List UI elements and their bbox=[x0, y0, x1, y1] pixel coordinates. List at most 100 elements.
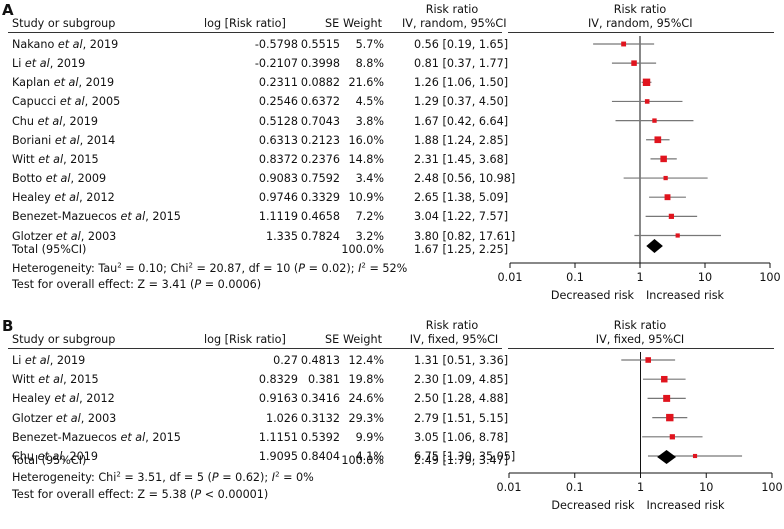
x-tick-label: 0.1 bbox=[566, 481, 584, 494]
cell-ci: 0.81 [0.37, 1.77] bbox=[414, 57, 509, 71]
study-name: Chu et al, 2019 bbox=[12, 450, 98, 463]
cell-ci: 6.75 [1.30, 35.05] bbox=[414, 450, 516, 463]
cell-weight: 9.9% bbox=[355, 430, 384, 444]
x-tick-label: 1 bbox=[636, 271, 643, 284]
header-rr-title: Risk ratio bbox=[425, 319, 479, 332]
study-point bbox=[663, 175, 668, 181]
cell-weight: 4.1% bbox=[355, 450, 384, 463]
header-rr-title: Risk ratio bbox=[425, 3, 479, 16]
pooled-diamond bbox=[657, 450, 677, 464]
x-tick-label: 0.01 bbox=[497, 481, 522, 494]
study-name: Chu et al, 2019 bbox=[12, 114, 98, 128]
x-label-increased: Increased risk bbox=[646, 289, 725, 302]
total-ci: 1.67 [1.25, 2.25] bbox=[414, 243, 509, 256]
x-tick-label: 0.1 bbox=[566, 271, 584, 284]
cell-log: 1.335 bbox=[265, 229, 298, 243]
cell-se: 0.2123 bbox=[300, 133, 340, 147]
cell-weight: 29.3% bbox=[348, 411, 384, 425]
cell-log: 0.2546 bbox=[258, 95, 298, 109]
study-name: Glotzer et al, 2003 bbox=[12, 229, 117, 243]
header-weight: Weight bbox=[343, 17, 382, 30]
cell-ci: 1.31 [0.51, 3.36] bbox=[414, 354, 509, 367]
cell-weight: 12.4% bbox=[348, 354, 384, 367]
cell-log: -0.5798 bbox=[254, 38, 298, 51]
cell-weight: 3.2% bbox=[355, 229, 384, 243]
heterogeneity-text: Heterogeneity: Chi2 = 3.51, df = 5 (P = … bbox=[12, 470, 314, 484]
cell-se: 0.381 bbox=[307, 373, 340, 387]
x-tick-label: 1 bbox=[637, 481, 644, 494]
total-weight: 100.0% bbox=[341, 454, 384, 467]
cell-ci: 3.05 [1.06, 8.78] bbox=[414, 430, 509, 444]
study-point bbox=[642, 78, 651, 86]
cell-se: 0.7824 bbox=[300, 229, 340, 243]
study-name: Witt et al, 2015 bbox=[12, 373, 99, 387]
header-study: Study or subgroup bbox=[12, 333, 116, 346]
study-point bbox=[621, 41, 627, 47]
study-point bbox=[669, 434, 675, 440]
cell-ci: 0.56 [0.19, 1.65] bbox=[414, 38, 509, 51]
study-name: Nakano et al, 2019 bbox=[12, 38, 119, 51]
cell-ci: 2.65 [1.38, 5.09] bbox=[414, 191, 509, 205]
study-point bbox=[654, 136, 662, 144]
cell-log: 0.9163 bbox=[258, 392, 298, 406]
study-point bbox=[631, 60, 637, 66]
forest-plot-panel-a: A Study or subgroup log [Risk ratio] SE … bbox=[2, 1, 781, 302]
study-name: Kaplan et al, 2019 bbox=[12, 76, 115, 90]
cell-log: 0.8329 bbox=[258, 373, 298, 387]
study-name: Li et al, 2019 bbox=[12, 354, 86, 367]
x-tick-label: 100 bbox=[761, 481, 782, 494]
study-name: Healey et al, 2012 bbox=[12, 392, 115, 406]
study-point bbox=[660, 155, 667, 163]
cell-se: 0.4813 bbox=[300, 354, 340, 367]
cell-se: 0.6372 bbox=[300, 95, 340, 109]
cell-ci: 1.88 [1.24, 2.85] bbox=[414, 133, 509, 147]
study-point bbox=[666, 413, 674, 422]
cell-log: 1.026 bbox=[265, 411, 298, 425]
cell-ci: 2.50 [1.28, 4.88] bbox=[414, 392, 509, 406]
cell-log: 0.6313 bbox=[258, 133, 298, 147]
header-study: Study or subgroup bbox=[12, 17, 116, 30]
cell-ci: 2.30 [1.09, 4.85] bbox=[414, 373, 509, 387]
overall-effect-text: Test for overall effect: Z = 3.41 (P = 0… bbox=[12, 278, 262, 291]
header-rule-plot bbox=[508, 32, 774, 33]
cell-ci: 3.04 [1.22, 7.57] bbox=[414, 210, 509, 224]
total-ci: 2.49 [1.79, 3.47] bbox=[414, 454, 509, 467]
x-label-increased: Increased risk bbox=[647, 499, 726, 512]
header-se: SE bbox=[325, 17, 340, 30]
forest-plot-b: 0.01 0.1 1 10 100 Decreased risk Increased ris… bbox=[497, 352, 783, 512]
study-name: Botto et al, 2009 bbox=[12, 172, 107, 186]
header-plot-method: IV, random, 95%CI bbox=[588, 17, 693, 30]
cell-weight: 19.8% bbox=[348, 373, 384, 387]
cell-weight: 4.5% bbox=[355, 95, 384, 109]
total-label: Total (95%CI) bbox=[12, 243, 87, 256]
x-label-decreased: Decreased risk bbox=[551, 499, 635, 512]
total-weight: 100.0% bbox=[341, 243, 384, 256]
cell-se: 0.3416 bbox=[300, 392, 340, 406]
cell-log: 0.9083 bbox=[258, 172, 298, 186]
total-label: Total (95%CI) bbox=[12, 454, 87, 467]
x-tick-label: 100 bbox=[759, 271, 780, 284]
cell-weight: 3.4% bbox=[355, 172, 384, 186]
cell-ci: 2.31 [1.45, 3.68] bbox=[414, 152, 509, 166]
study-name: Healey et al, 2012 bbox=[12, 191, 115, 205]
cell-log: 0.8372 bbox=[258, 152, 298, 166]
x-tick-label: 10 bbox=[698, 271, 712, 284]
cell-se: 0.8404 bbox=[300, 450, 340, 463]
heterogeneity-text: Heterogeneity: Tau2 = 0.10; Chi2 = 20.87… bbox=[12, 261, 408, 275]
header-plot-method: IV, fixed, 95%CI bbox=[595, 333, 685, 346]
study-name: Witt et al, 2015 bbox=[12, 152, 99, 166]
overall-effect-text: Test for overall effect: Z = 5.38 (P < 0… bbox=[12, 488, 269, 501]
cell-log: 1.1151 bbox=[258, 430, 298, 444]
cell-se: 0.2376 bbox=[300, 152, 340, 166]
x-label-decreased: Decreased risk bbox=[551, 289, 635, 302]
cell-weight: 21.6% bbox=[348, 76, 384, 90]
cell-se: 0.7592 bbox=[300, 172, 340, 186]
cell-se: 0.5515 bbox=[300, 38, 340, 51]
study-name: Benezet-Mazuecos et al, 2015 bbox=[12, 210, 181, 224]
cell-log: 0.2311 bbox=[258, 76, 298, 90]
study-point bbox=[668, 213, 674, 219]
study-name: Li et al, 2019 bbox=[12, 57, 86, 71]
header-log: log [Risk ratio] bbox=[204, 333, 286, 346]
study-point bbox=[644, 99, 650, 104]
cell-ci: 1.67 [0.42, 6.64] bbox=[414, 114, 509, 128]
